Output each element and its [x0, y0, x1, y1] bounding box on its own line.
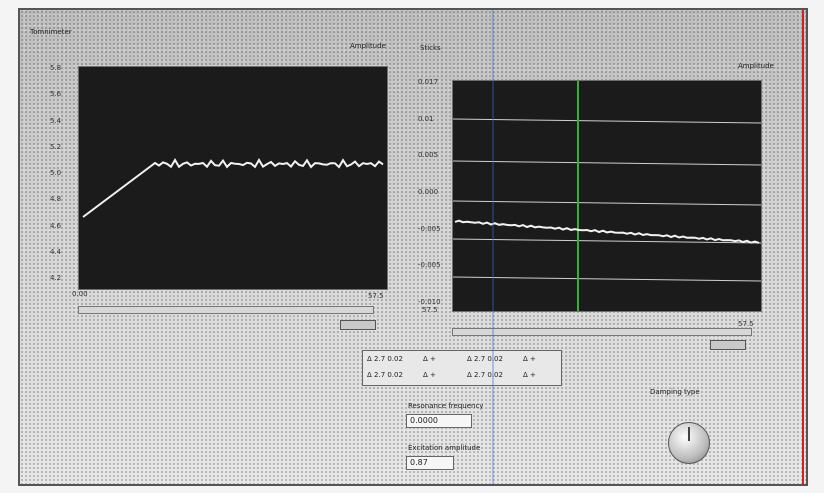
right-x-tick-min: 57.5: [422, 306, 438, 314]
left-y-tick: 5.4: [50, 116, 62, 125]
right-waveform-graph[interactable]: [452, 80, 762, 312]
excitation-amplitude-field[interactable]: 0.87: [406, 456, 454, 470]
cursor-cell[interactable]: Δ +: [423, 371, 436, 379]
cursor-cell: Δ 2.7 0.02: [467, 355, 503, 363]
right-grid-line: [453, 276, 761, 282]
right-grid-line: [453, 160, 761, 166]
left-y-tick: 5.2: [50, 142, 62, 151]
right-x-tick-max: 57.5: [738, 320, 754, 328]
left-x-tick-min: 0.00: [72, 290, 88, 298]
right-y-tick: 0.000: [418, 188, 439, 196]
left-graph-svg: [82, 158, 384, 218]
scan-artifact-red: [802, 10, 804, 484]
cursor-cell: Δ 2.7 0.02: [367, 355, 403, 363]
left-y-tick: 4.6: [50, 221, 62, 230]
scan-artifact-blue: [492, 10, 494, 484]
right-y-tick: 0.005: [418, 151, 439, 160]
left-y-tick: 4.2: [50, 274, 62, 282]
left-y-tick: 5.6: [50, 90, 62, 99]
left-graph-scroll-button[interactable]: [340, 320, 376, 330]
left-y-tick: 4.8: [50, 195, 62, 204]
left-waveform-graph[interactable]: [78, 66, 388, 290]
damping-knob[interactable]: [668, 422, 710, 464]
right-panel-corner-label: Amplitude: [738, 62, 774, 70]
cursor-legend-table: Δ 2.7 0.02 Δ + Δ 2.7 0.02 Δ + Δ 2.7 0.02…: [362, 350, 562, 386]
right-graph-scroll-button[interactable]: [710, 340, 746, 350]
right-y-tick: 0.017: [418, 78, 439, 86]
right-y-tick: -0.005: [418, 224, 441, 233]
left-x-tick-max: 57.5: [368, 292, 384, 300]
right-signal-line: [454, 219, 760, 244]
resonance-frequency-label: Resonance frequency: [408, 402, 484, 410]
right-panel-title: Sticks: [420, 44, 441, 52]
vi-front-panel: Tomnimeter Amplitude 5.8 5.6 5.4 5.2 5.0 4.8 4…: [18, 8, 808, 486]
right-grid-line: [453, 238, 761, 244]
left-y-tick: 4.4: [50, 247, 62, 256]
right-grid-line: [453, 200, 761, 206]
right-graph-svg: [453, 81, 761, 311]
left-panel-corner-label: Amplitude: [350, 42, 386, 50]
left-graph-scrollbar[interactable]: [78, 306, 374, 314]
right-y-tick: -0.005: [418, 261, 441, 270]
right-y-tick: 0.01: [418, 114, 434, 123]
left-y-tick: 5.0: [50, 169, 62, 177]
cursor-cell[interactable]: Δ +: [523, 371, 536, 379]
right-y-tick: -0.010: [418, 298, 441, 306]
knob-label: Damping type: [650, 388, 700, 396]
resonance-frequency-field[interactable]: 0.0000: [406, 414, 472, 428]
left-signal-line: [82, 158, 384, 218]
left-y-tick: 5.8: [50, 64, 62, 72]
knob-pointer: [688, 427, 690, 441]
cursor-cell[interactable]: Δ +: [423, 355, 436, 363]
left-panel-title: Tomnimeter: [30, 28, 72, 36]
right-graph-scrollbar[interactable]: [452, 328, 752, 336]
right-grid-line: [453, 118, 761, 124]
cursor-cell: Δ 2.7 0.02: [367, 371, 403, 379]
cursor-cell[interactable]: Δ +: [523, 355, 536, 363]
excitation-amplitude-label: Excitation amplitude: [408, 444, 481, 452]
cursor-cell: Δ 2.7 0.02: [467, 371, 503, 379]
